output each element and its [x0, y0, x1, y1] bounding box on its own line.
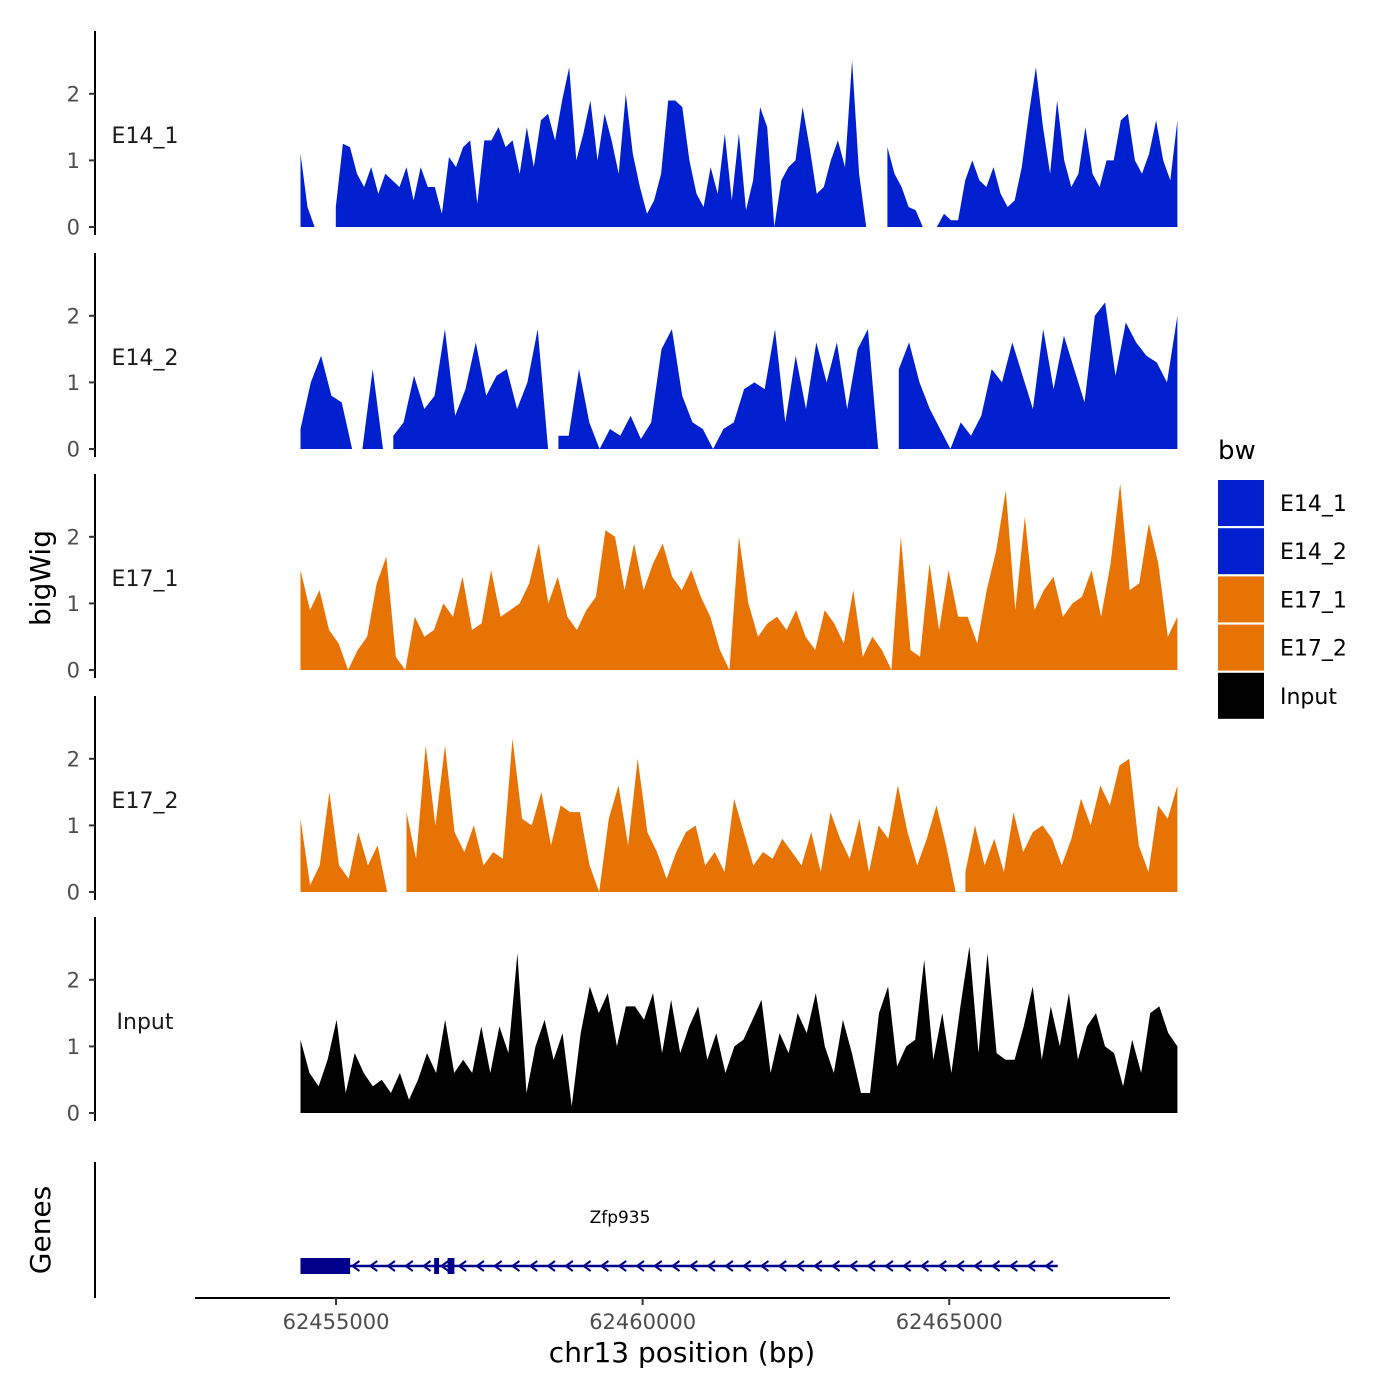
y-axis-title: bigWig	[24, 530, 57, 626]
strand-arrow	[581, 1260, 592, 1272]
y-tick-label: 0	[67, 1102, 80, 1126]
track-input: 0 1 2 Input	[67, 917, 1178, 1126]
genes-track-title: Genes	[24, 1186, 57, 1274]
strand-arrow	[599, 1260, 609, 1272]
strand-arrow	[937, 1260, 947, 1272]
strand-arrow	[759, 1260, 770, 1272]
coverage-area-e14-1	[300, 60, 1178, 227]
strand-arrow	[777, 1260, 787, 1272]
track-e14-1: 0 1 2 E14_1	[67, 31, 1178, 240]
strand-arrow	[795, 1260, 805, 1272]
strand-arrow	[955, 1260, 965, 1272]
y-tick-label: 1	[67, 1035, 80, 1059]
strand-arrow	[919, 1260, 930, 1272]
track-label: Input	[117, 1010, 174, 1035]
strand-arrow	[670, 1260, 681, 1272]
strand-arrow	[901, 1260, 912, 1272]
strand-arrow	[492, 1260, 503, 1272]
legend-label: E17_1	[1280, 588, 1347, 613]
strand-arrow	[617, 1260, 627, 1272]
strand-arrow	[724, 1260, 734, 1272]
x-axis-title: chr13 position (bp)	[549, 1336, 815, 1369]
strand-arrow	[368, 1260, 378, 1272]
gene-model	[300, 1258, 1058, 1274]
legend-label: E14_2	[1280, 540, 1347, 565]
y-tick-label: 0	[67, 216, 80, 240]
track-label: E17_1	[112, 567, 179, 592]
genes-track: Genes Zfp935	[24, 1162, 1058, 1298]
strand-arrow	[973, 1260, 983, 1272]
strand-arrow	[848, 1260, 858, 1272]
coverage-area-e17-2	[300, 738, 1178, 892]
track-label: E17_2	[112, 789, 179, 814]
strand-arrow	[350, 1260, 361, 1272]
y-tick-label: 1	[67, 149, 80, 173]
strand-arrow	[866, 1260, 876, 1272]
strand-arrow	[830, 1260, 841, 1272]
strand-arrow	[688, 1260, 698, 1272]
legend-key-input	[1218, 672, 1264, 719]
strand-arrow	[990, 1260, 1001, 1272]
x-axis: 62455000 62460000 62465000 chr13 position …	[195, 1297, 1170, 1369]
gene-exon	[300, 1258, 351, 1274]
gene-label-zfp935: Zfp935	[590, 1208, 651, 1228]
coverage-area-input	[300, 946, 1178, 1113]
x-tick-label: 62460000	[589, 1310, 696, 1334]
y-tick-label: 1	[67, 592, 80, 616]
strand-arrow	[741, 1260, 752, 1272]
strand-arrow	[1008, 1260, 1018, 1272]
x-tick-label: 62465000	[896, 1310, 1003, 1334]
strand-arrow	[564, 1260, 574, 1272]
y-tick-label: 2	[67, 525, 80, 549]
strand-arrow	[635, 1260, 645, 1272]
coverage-tracks: 0 1 2 E14_1 0 1 2 E14_2 0 1 2 E17_1 0 1 2 E17_2 0 1 2 Input	[67, 31, 1178, 1126]
y-tick-label: 2	[67, 304, 80, 328]
track-label: E14_2	[112, 346, 179, 371]
legend-key-e14-2	[1218, 528, 1264, 575]
strand-arrow	[386, 1260, 396, 1272]
strand-arrow	[475, 1260, 485, 1272]
strand-arrow	[510, 1260, 521, 1272]
strand-arrow	[528, 1260, 538, 1272]
coverage-area-e17-1	[300, 483, 1178, 670]
legend-key-e14-1	[1218, 480, 1264, 526]
strand-arrow	[884, 1260, 894, 1272]
legend-label: Input	[1280, 685, 1337, 710]
y-tick-label: 1	[67, 814, 80, 838]
y-tick-label: 0	[67, 659, 80, 683]
strand-arrow	[546, 1260, 556, 1272]
legend-key-e17-2	[1218, 624, 1264, 671]
y-tick-label: 2	[67, 968, 80, 992]
strand-arrow	[439, 1260, 449, 1272]
gene-exon	[447, 1258, 455, 1274]
gene-exon	[434, 1258, 440, 1274]
strand-arrow	[421, 1260, 432, 1272]
track-e17-2: 0 1 2 E17_2	[67, 696, 1178, 905]
coverage-area-e14-2	[300, 302, 1178, 449]
track-label: E14_1	[112, 124, 179, 149]
y-tick-label: 1	[67, 371, 80, 395]
track-e17-1: 0 1 2 E17_1	[67, 474, 1178, 683]
strand-arrow	[457, 1260, 467, 1272]
strand-arrow	[653, 1260, 663, 1272]
x-tick-label: 62455000	[283, 1310, 390, 1334]
y-tick-label: 2	[67, 82, 80, 106]
y-tick-label: 0	[67, 438, 80, 462]
legend-label: E17_2	[1280, 637, 1347, 662]
strand-arrow	[404, 1260, 414, 1272]
strand-arrow	[1044, 1260, 1054, 1272]
track-e14-2: 0 1 2 E14_2	[67, 253, 1178, 462]
strand-arrow	[706, 1260, 716, 1272]
y-tick-label: 2	[67, 747, 80, 771]
x-axis-ticks: 62455000 62460000 62465000	[283, 1298, 1003, 1334]
y-tick-label: 0	[67, 881, 80, 905]
strand-arrow	[1026, 1260, 1036, 1272]
legend-title: bw	[1218, 436, 1256, 466]
strand-arrow	[813, 1260, 823, 1272]
legend-label: E14_1	[1280, 492, 1347, 517]
legend: bw E14_1 E14_2 E17_1 E17_2 Input	[1218, 436, 1347, 719]
legend-key-e17-1	[1218, 576, 1264, 623]
